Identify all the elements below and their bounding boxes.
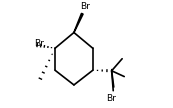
Text: Br: Br (80, 2, 90, 10)
Text: Br: Br (106, 94, 116, 103)
Polygon shape (74, 13, 83, 33)
Text: Br: Br (35, 39, 44, 48)
